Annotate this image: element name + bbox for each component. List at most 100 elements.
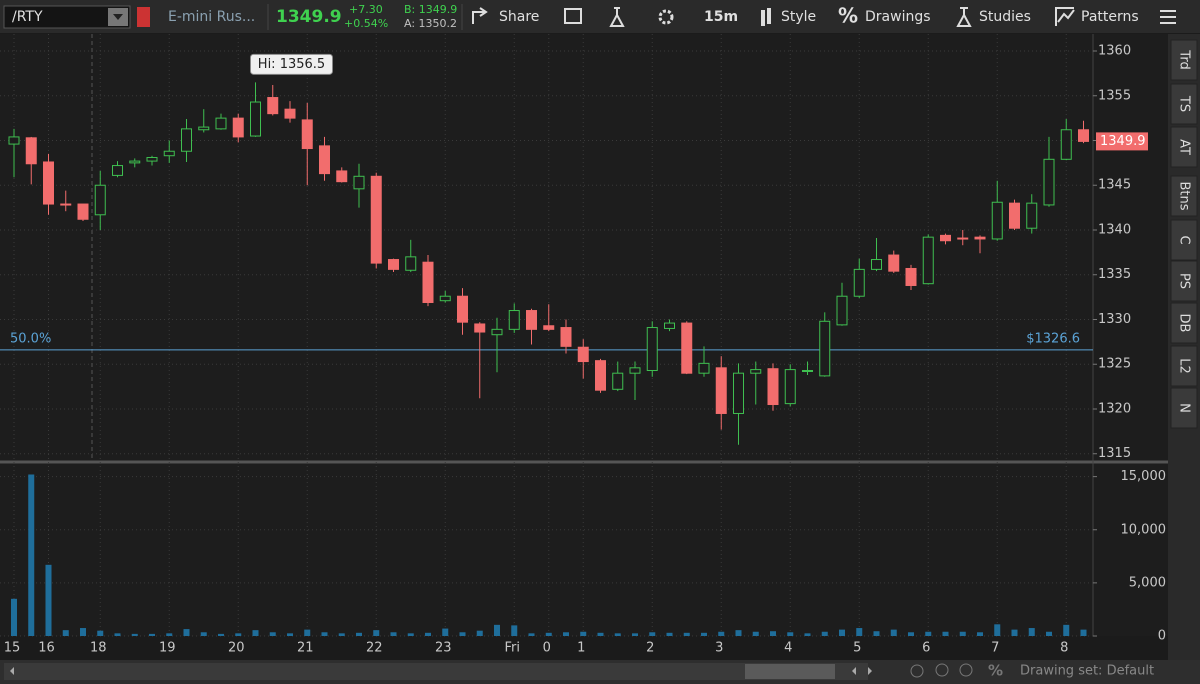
candle-body [112,165,123,176]
toolbar-button[interactable]: Studies [979,9,1031,25]
candle-body [560,327,572,347]
side-tab[interactable] [1170,83,1198,125]
candle-body [664,322,675,329]
volume-bar [442,628,449,636]
screenshot-icon[interactable] [564,8,582,24]
reference-level: 50.0% [10,331,51,346]
side-tab[interactable] [1170,260,1198,302]
volume-bar [407,633,414,636]
candle-body [508,310,520,330]
x-tick-label: 16 [38,641,55,656]
y-tick-label: 0 [1158,629,1166,644]
volume-bar [80,628,86,636]
gear-icon[interactable] [658,9,674,25]
candle-body [146,157,158,162]
last-price-label: 1349.9 [1100,134,1146,149]
bid: B: 1349.9 [404,3,457,16]
side-tab-label: AT [1177,139,1192,155]
candle-body [319,145,330,175]
x-tick-label: 21 [297,641,314,656]
toolbar-button[interactable]: Drawings [865,9,931,25]
candle-body [1060,129,1072,160]
volume-bar [666,632,673,636]
volume-bar [1046,631,1052,636]
volume-bar [770,631,776,636]
symbol-box[interactable] [3,5,131,29]
flask-icon[interactable] [609,7,625,27]
candle-body [284,108,296,119]
candle-body [836,295,848,326]
volume-bar [683,632,690,636]
candle-body [198,126,210,131]
candle-body [819,320,831,377]
volume-bar [114,633,121,636]
volume-bar [649,632,656,636]
candle-body [336,170,348,183]
y-tick-label: 1315 [1098,446,1131,461]
x-tick-label: 6 [922,641,930,656]
side-tab-label: C [1177,235,1192,244]
volume-bar [597,632,604,636]
candle-body [733,372,744,414]
scroll-thumb[interactable] [745,664,835,679]
candle-body [871,259,882,270]
candle-body [353,175,365,190]
volume-bar [994,624,1001,636]
volume-bar [580,631,587,636]
side-tab[interactable] [1170,302,1198,344]
side-tab[interactable] [1170,219,1198,261]
candle-body [922,236,934,285]
side-tab[interactable] [1170,175,1198,217]
x-tick-label: Fri [505,641,521,656]
candle-body [1078,129,1089,142]
toolbar-button[interactable]: Share [499,9,539,25]
candle-body [474,323,486,333]
side-tab-label: L2 [1177,358,1192,374]
volume-bar [563,632,569,636]
candle-body [215,117,227,130]
last-price: 1349.9 [276,7,342,27]
y-tick-label: 1340 [1098,222,1131,237]
candle-body [750,369,762,374]
candle-body [526,310,537,330]
candle-body [1009,202,1020,229]
symbol[interactable]: /RTY [12,9,43,25]
candle-body [715,367,727,414]
side-tab-label: Btns [1177,181,1192,210]
zoom-out-icon[interactable] [959,663,973,677]
volume-bar [476,630,483,636]
side-tab-label: Trd [1177,49,1192,69]
volume-bar [1011,629,1018,636]
zoom-in-icon[interactable] [935,663,949,677]
candle-body [543,325,555,330]
volume-bar [718,631,725,636]
price-pane [0,34,1168,460]
drawing-set[interactable]: Drawing set: Default [1020,664,1154,679]
x-tick-label: 3 [715,641,723,656]
change-pct: +0.54% [344,17,388,30]
scrollbar[interactable] [4,663,868,680]
x-tick-label: 23 [435,641,452,656]
volume-bar [1080,629,1087,636]
toolbar-button[interactable]: Patterns [1081,9,1139,25]
side-tab[interactable] [1170,39,1198,81]
side-tab[interactable] [1170,345,1198,387]
volume-pane [0,464,1168,636]
dropdown-arrow [113,14,123,20]
toolbar-button[interactable]: 15m [704,9,738,25]
side-tab[interactable] [1170,387,1198,429]
alert-icon[interactable] [137,7,150,27]
crosshair-icon[interactable] [910,664,924,678]
candle-body [43,161,54,205]
percent-icon[interactable]: % [988,662,1003,680]
side-tab[interactable] [1170,126,1198,168]
high-label: Hi: 1356.5 [258,57,325,72]
toolbar-button[interactable]: Style [781,9,816,25]
volume-bar [183,629,190,636]
volume-bar [701,632,707,636]
y-tick-label: 1330 [1098,312,1131,327]
menu-icon[interactable] [1160,10,1176,24]
volume-bar [839,629,845,636]
candle-body [181,128,192,152]
